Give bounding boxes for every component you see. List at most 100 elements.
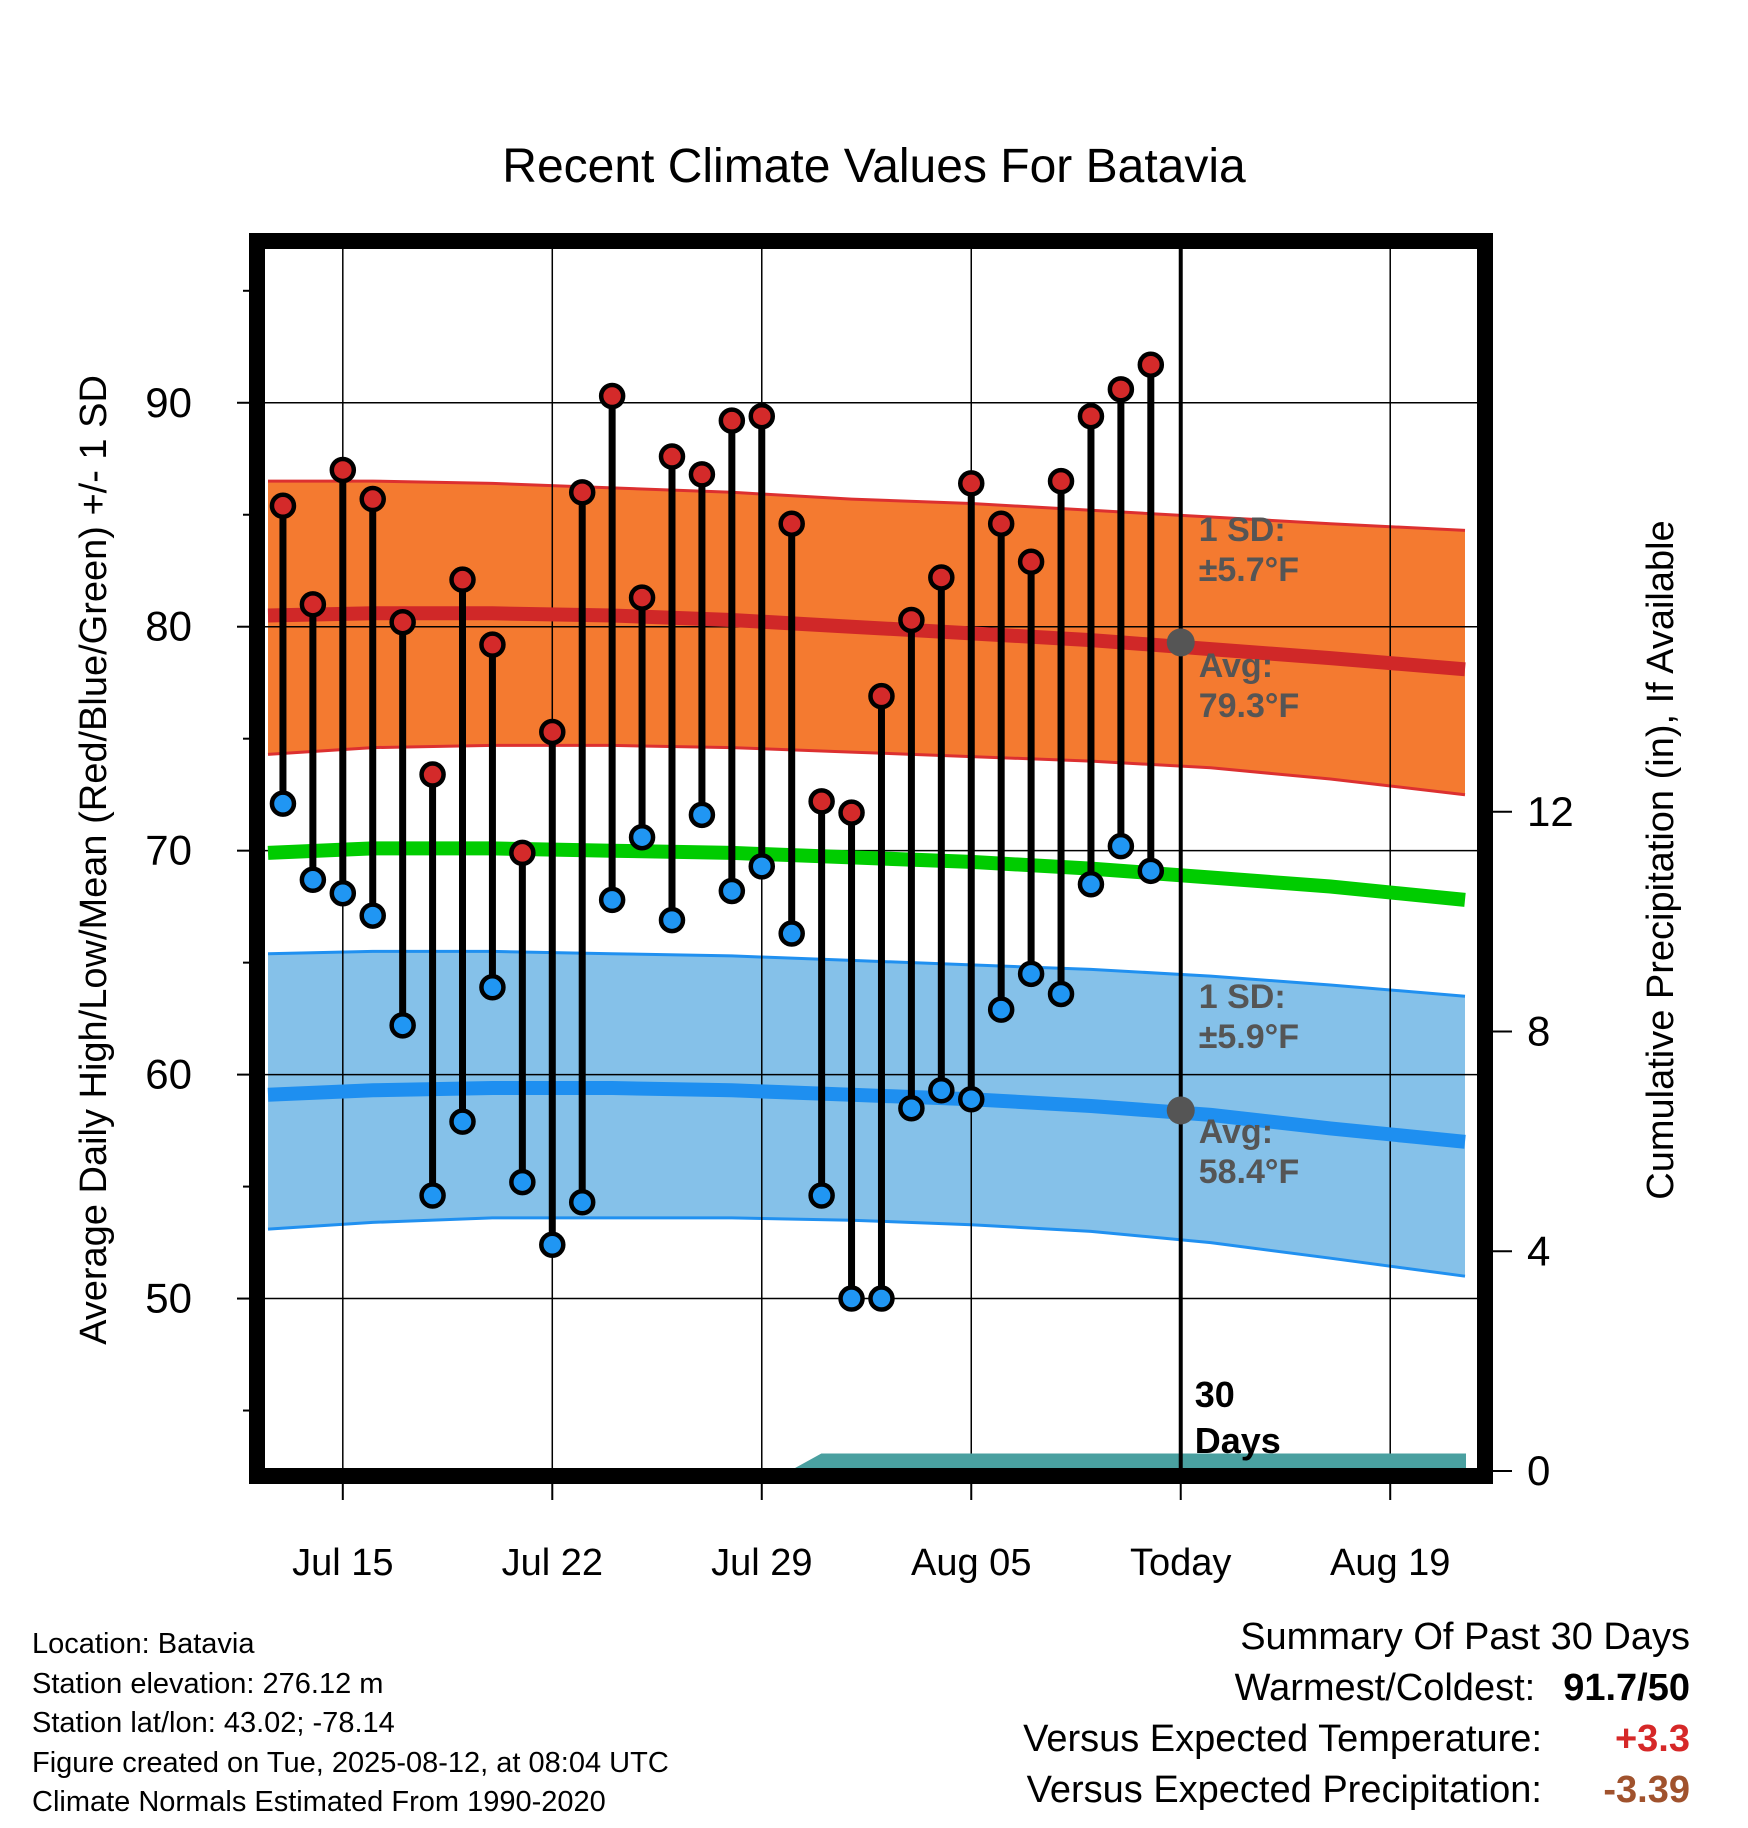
low-temp-point: [958, 1085, 985, 1113]
low-temp-point: [419, 1182, 446, 1209]
y-tick-label: 70: [145, 827, 192, 874]
high-sd-label: ±5.7°F: [1199, 551, 1299, 589]
y-tick-label: 50: [145, 1275, 192, 1322]
y2-tick-label: 4: [1527, 1227, 1550, 1274]
high-temp-point: [1107, 376, 1135, 403]
high-temp-point: [359, 485, 386, 513]
low-temp-point: [479, 974, 506, 1001]
low-avg-label: Avg:: [1199, 1113, 1273, 1151]
normals-text: Climate Normals Estimated From 1990-2020: [32, 1786, 606, 1818]
y2-tick-label: 0: [1527, 1447, 1550, 1494]
high-temp-point: [898, 606, 925, 634]
high-temp-point: [449, 566, 476, 593]
y-tick-label: 80: [145, 603, 192, 650]
low-temp-point: [778, 920, 805, 947]
low-temp-point: [449, 1108, 476, 1135]
latlon-text: Station lat/lon: 43.02; -78.14: [32, 1707, 395, 1739]
summary-temp: Versus Expected Temperature: +3.3: [1023, 1714, 1690, 1765]
created-text: Figure created on Tue, 2025-08-12, at 08…: [32, 1746, 669, 1779]
high-temp-point: [329, 456, 357, 484]
y-tick-label: 90: [145, 379, 192, 426]
low-temp-point: [928, 1077, 955, 1104]
high-temp-point: [718, 407, 746, 434]
y-axis-label: Average Daily High/Low/Mean (Red/Blue/Gr…: [73, 375, 115, 1345]
low-temp-point: [1017, 960, 1045, 988]
warm-cold-value: 91.7/50: [1563, 1667, 1690, 1709]
high-temp-point: [568, 479, 596, 506]
plot-frame: [249, 233, 1493, 1484]
today-window-label: Days: [1195, 1420, 1281, 1461]
low-temp-point: [389, 1012, 416, 1039]
low-temp-point: [1047, 980, 1075, 1008]
high-temp-point: [1017, 548, 1045, 576]
high-temp-point: [1047, 467, 1075, 495]
low-temp-point: [1107, 832, 1135, 860]
precip-value: -3.39: [1603, 1769, 1690, 1811]
low-temp-point: [718, 877, 746, 905]
high-sd-label: 1 SD:: [1199, 511, 1286, 549]
high-temp-point: [1077, 402, 1105, 430]
y2-tick-label: 8: [1527, 1008, 1550, 1055]
daily-mean-line: [267, 841, 1466, 907]
low-temp-point: [658, 906, 686, 934]
summary-panel: Summary Of Past 30 Days Warmest/Coldest:…: [1023, 1612, 1690, 1816]
low-temp-point: [329, 879, 357, 907]
y2-axis-label: Cumulative Precipitation (in), If Availa…: [1640, 520, 1682, 1199]
warm-cold-label: Warmest/Coldest:: [1234, 1667, 1536, 1709]
high-temp-point: [868, 682, 895, 710]
summary-precip: Versus Expected Precipitation: -3.39: [1023, 1765, 1690, 1816]
low-temp-point: [359, 902, 386, 929]
location-text: Location: Batavia: [32, 1628, 255, 1660]
high-temp-point: [808, 788, 835, 815]
low-temp-point: [628, 823, 656, 851]
x-tick-label: Aug 05: [911, 1542, 1031, 1584]
summary-warm-cold: Warmest/Coldest: 91.7/50: [1023, 1663, 1690, 1714]
low-temp-point: [1137, 857, 1165, 885]
high-temp-point: [748, 402, 776, 430]
today-high-avg-marker: [1166, 628, 1195, 657]
temp-value: +3.3: [1614, 1718, 1690, 1760]
high-temp-point: [688, 461, 716, 488]
high-sd-band: [268, 481, 1465, 795]
station-info: Location: Batavia Station elevation: 276…: [32, 1625, 669, 1823]
low-temp-point: [898, 1094, 925, 1122]
low-sd-band: [268, 951, 1465, 1277]
low-temp-point: [748, 853, 776, 880]
high-sd-lower-line: [267, 743, 1466, 797]
low-temp-point: [509, 1168, 536, 1196]
high-temp-point: [539, 718, 566, 746]
high-avg-label: 79.3°F: [1199, 687, 1300, 725]
low-temp-point: [838, 1285, 865, 1312]
high-temp-point: [838, 799, 865, 826]
high-temp-point: [958, 470, 985, 497]
x-tick-label: Jul 29: [711, 1542, 812, 1584]
high-temp-point: [299, 591, 327, 618]
low-temp-point: [269, 790, 297, 817]
high-temp-point: [987, 510, 1015, 537]
chart-title: Recent Climate Values For Batavia: [502, 140, 1246, 193]
high-temp-point: [778, 510, 805, 537]
low-temp-point: [539, 1231, 566, 1259]
elevation-text: Station elevation: 276.12 m: [32, 1667, 384, 1700]
low-temp-point: [868, 1285, 895, 1312]
high-sd-upper-line: [268, 479, 1466, 532]
x-tick-label: Jul 15: [292, 1542, 393, 1584]
x-tick-label: Today: [1130, 1542, 1231, 1584]
x-axis-label: Day: [840, 1607, 908, 1610]
low-temp-point: [987, 996, 1015, 1023]
precipitation-area: [266, 1453, 1467, 1471]
high-temp-point: [598, 382, 626, 410]
high-temp-point: [419, 761, 446, 788]
high-temp-point: [509, 839, 536, 867]
high-temp-point: [928, 564, 955, 591]
low-temp-point: [808, 1182, 835, 1209]
summary-title: Summary Of Past 30 Days: [1240, 1616, 1690, 1658]
y-tick-label: 60: [145, 1051, 192, 1098]
low-temp-point: [688, 801, 716, 829]
high-temp-point: [269, 492, 297, 520]
today-window-label: 30: [1195, 1374, 1235, 1415]
x-tick-label: Jul 22: [502, 1542, 603, 1584]
high-temp-point: [479, 631, 506, 658]
low-sd-label: ±5.9°F: [1199, 1018, 1299, 1056]
